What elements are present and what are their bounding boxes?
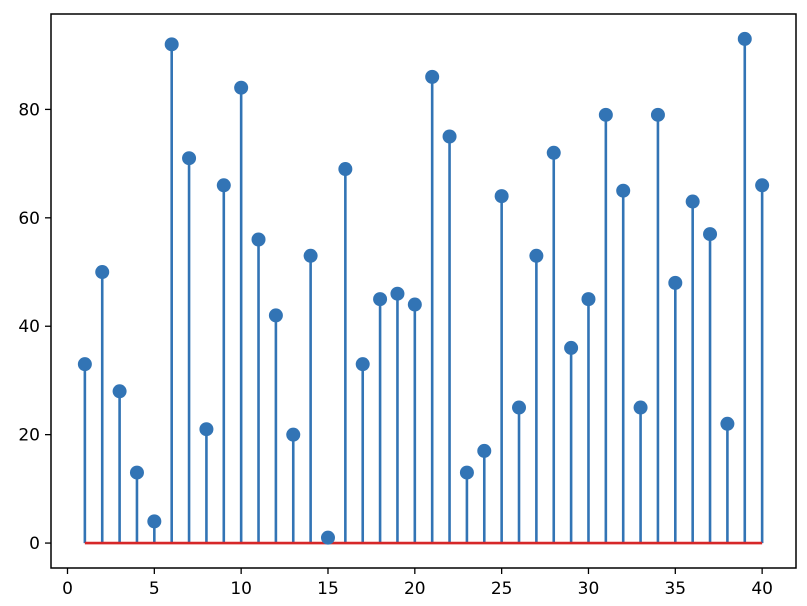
y-tick-label: 0 [29, 534, 40, 554]
stem-marker [564, 340, 579, 355]
stem-marker [355, 357, 370, 372]
stem-markers [77, 31, 770, 545]
stem-marker [668, 275, 683, 290]
stem-marker [633, 400, 648, 415]
stem-marker [286, 427, 301, 442]
axes-frame [50, 13, 797, 569]
stem-marker [112, 384, 127, 399]
x-tick-label: 15 [317, 579, 339, 599]
stem-marker [320, 530, 335, 545]
stem-marker [685, 194, 700, 209]
x-axis-ticks: 0 5 10 15 20 25 30 35 40 [62, 568, 773, 599]
x-tick-label: 35 [664, 579, 686, 599]
stem-lines [83, 38, 764, 544]
stem-marker [216, 178, 231, 193]
stem-marker [147, 514, 162, 529]
stem-marker [737, 31, 752, 46]
x-tick-label: 40 [751, 579, 773, 599]
stem-marker [95, 265, 110, 280]
stem-marker [650, 107, 665, 122]
stem-marker [234, 80, 249, 95]
stem-marker [755, 178, 770, 193]
x-tick-label: 5 [149, 579, 160, 599]
stem-marker [182, 151, 197, 166]
stem-marker [303, 248, 318, 263]
y-axis-ticks: 0 20 40 60 80 [18, 100, 51, 554]
stem-marker [251, 232, 266, 247]
stem-marker [459, 465, 474, 480]
x-tick-label: 25 [491, 579, 513, 599]
stem-marker [129, 465, 144, 480]
stem-marker [598, 107, 613, 122]
stem-marker [268, 308, 283, 323]
stem-marker [703, 227, 718, 242]
stem-marker [425, 69, 440, 84]
stem-marker [199, 422, 214, 437]
y-tick-label: 40 [18, 317, 40, 337]
x-tick-label: 0 [62, 579, 73, 599]
x-tick-label: 30 [578, 579, 600, 599]
x-tick-label: 20 [404, 579, 426, 599]
stem-marker [581, 292, 596, 307]
stem-marker [477, 443, 492, 458]
stem-marker [512, 400, 527, 415]
y-tick-label: 60 [18, 209, 40, 229]
stem-marker [407, 297, 422, 312]
stem-marker [529, 248, 544, 263]
stem-marker [77, 357, 92, 372]
stem-marker [720, 416, 735, 431]
stem-marker [546, 145, 561, 160]
y-tick-label: 20 [18, 426, 40, 446]
stem-marker [338, 162, 353, 177]
stem-marker [494, 189, 509, 204]
stem-marker [164, 37, 179, 52]
stem-marker [390, 286, 405, 301]
stem-marker [616, 183, 631, 198]
stem-marker [442, 129, 457, 144]
x-tick-label: 10 [230, 579, 252, 599]
y-tick-label: 80 [18, 100, 40, 120]
stem-marker [373, 292, 388, 307]
